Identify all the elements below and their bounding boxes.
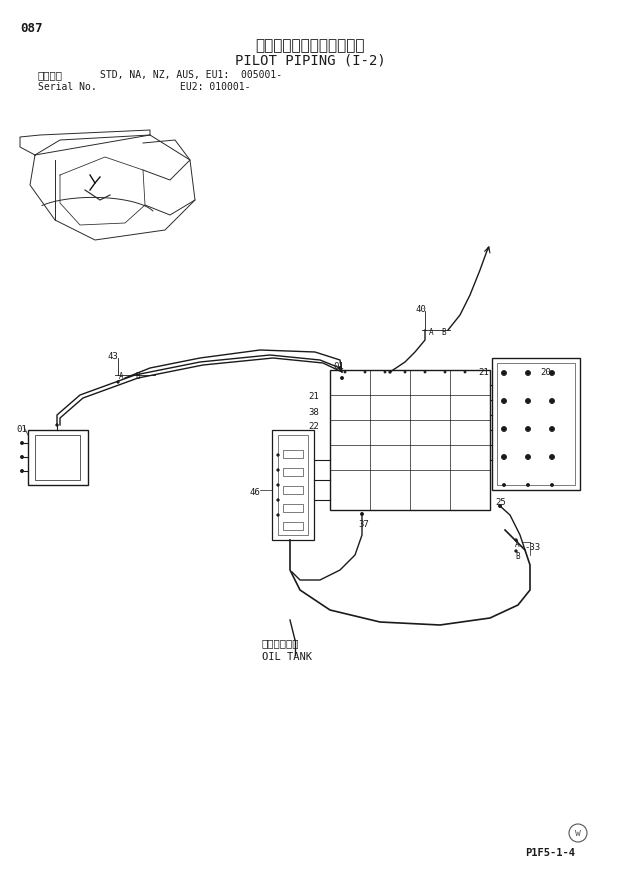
Bar (497, 363, 575, 485)
Circle shape (404, 371, 406, 373)
Text: 43: 43 (108, 352, 119, 361)
Bar (283, 486, 303, 494)
Circle shape (360, 512, 363, 515)
Bar (35, 435, 80, 480)
Circle shape (277, 484, 279, 486)
Circle shape (502, 484, 505, 486)
Circle shape (515, 550, 517, 553)
Bar (283, 450, 303, 458)
Text: 適用号機: 適用号機 (38, 70, 63, 80)
Bar (278, 435, 308, 535)
Circle shape (56, 423, 58, 426)
Text: Serial No.: Serial No. (38, 82, 97, 92)
Circle shape (549, 455, 554, 459)
Circle shape (549, 427, 554, 431)
Circle shape (502, 455, 507, 459)
Text: A: A (515, 540, 520, 549)
Circle shape (277, 454, 279, 457)
Bar (283, 504, 303, 512)
Circle shape (502, 398, 507, 403)
Circle shape (526, 484, 529, 486)
Circle shape (498, 505, 502, 507)
Circle shape (117, 381, 119, 383)
Circle shape (339, 367, 342, 369)
Text: 38: 38 (308, 408, 319, 417)
Text: 01: 01 (16, 425, 27, 434)
Bar (272, 430, 314, 540)
Text: B: B (135, 372, 140, 381)
Bar (28, 430, 88, 485)
Circle shape (515, 539, 517, 541)
Text: 01: 01 (333, 362, 343, 371)
Bar (283, 468, 303, 476)
Text: A: A (429, 328, 433, 337)
Text: 22: 22 (308, 422, 319, 431)
Text: パイロット配管（１－２）: パイロット配管（１－２） (255, 38, 365, 53)
Circle shape (277, 469, 279, 471)
Circle shape (526, 427, 531, 431)
Circle shape (277, 514, 279, 516)
Text: 21: 21 (478, 368, 489, 377)
Circle shape (384, 371, 386, 373)
Circle shape (502, 370, 507, 375)
Bar (492, 358, 580, 490)
Circle shape (502, 427, 507, 431)
Text: P1F5-1-4: P1F5-1-4 (525, 848, 575, 858)
Circle shape (551, 484, 554, 486)
Circle shape (277, 498, 279, 501)
Text: STD, NA, NZ, AUS, EU1:  005001-: STD, NA, NZ, AUS, EU1: 005001- (100, 70, 282, 80)
Text: 46: 46 (250, 488, 261, 497)
Circle shape (526, 370, 531, 375)
Circle shape (344, 371, 346, 373)
Circle shape (549, 398, 554, 403)
Circle shape (20, 442, 24, 444)
Circle shape (444, 371, 446, 373)
Text: OIL TANK: OIL TANK (262, 652, 312, 662)
Circle shape (549, 370, 554, 375)
Text: 20: 20 (540, 368, 551, 377)
Circle shape (340, 376, 343, 380)
Text: 087: 087 (20, 22, 43, 35)
Bar (330, 370, 490, 510)
Circle shape (20, 456, 24, 458)
Text: 25: 25 (495, 498, 506, 507)
Text: オイルタンク: オイルタンク (262, 638, 299, 648)
Text: 37: 37 (358, 520, 369, 529)
Circle shape (389, 371, 391, 373)
Circle shape (424, 371, 426, 373)
Text: B: B (441, 328, 446, 337)
Circle shape (364, 371, 366, 373)
Text: B: B (515, 552, 520, 561)
Text: A: A (119, 372, 123, 381)
Text: w: w (575, 828, 581, 838)
Text: 40: 40 (415, 305, 426, 314)
Circle shape (526, 398, 531, 403)
Text: 21: 21 (308, 392, 319, 401)
Text: EU2: 010001-: EU2: 010001- (180, 82, 250, 92)
Circle shape (20, 470, 24, 472)
Circle shape (464, 371, 466, 373)
Text: -33: -33 (524, 543, 540, 552)
Bar (283, 522, 303, 530)
Text: PILOT PIPING (I-2): PILOT PIPING (I-2) (234, 54, 386, 68)
Circle shape (526, 455, 531, 459)
